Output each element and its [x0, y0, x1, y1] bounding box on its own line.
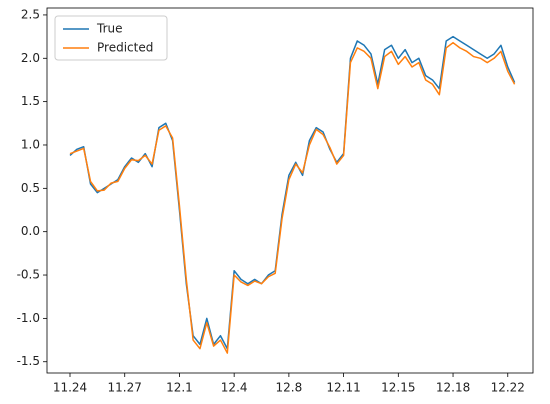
- x-tick-label: 12.8: [276, 381, 303, 395]
- x-tick-label: 12.15: [381, 381, 415, 395]
- y-tick-label: 0.0: [21, 224, 40, 238]
- x-tick-label: 11.27: [108, 381, 142, 395]
- plot-frame: [46, 7, 534, 374]
- y-tick-label: -1.5: [17, 354, 40, 368]
- x-tick-label: 12.4: [221, 381, 248, 395]
- legend-label: True: [96, 22, 123, 36]
- legend-box: [54, 15, 168, 61]
- y-tick-label: 2.0: [21, 51, 40, 65]
- y-tick-label: 1.5: [21, 94, 40, 108]
- legend-label: Predicted: [97, 41, 153, 55]
- series-line: [69, 35, 516, 350]
- y-tick-label: 2.5: [21, 7, 40, 21]
- series-line: [69, 41, 516, 354]
- y-tick-label: -1.0: [17, 311, 40, 325]
- y-tick-label: 1.0: [21, 137, 40, 151]
- legend: True Predicted: [54, 15, 168, 61]
- x-tick-label: 11.24: [53, 381, 87, 395]
- y-tick-label: 0.5: [21, 181, 40, 195]
- x-tick-label: 12.1: [166, 381, 193, 395]
- x-tick-label: 12.18: [436, 381, 470, 395]
- y-tick-label: -0.5: [17, 268, 40, 282]
- x-tick-label: 12.22: [491, 381, 525, 395]
- x-tick-label: 12.11: [326, 381, 360, 395]
